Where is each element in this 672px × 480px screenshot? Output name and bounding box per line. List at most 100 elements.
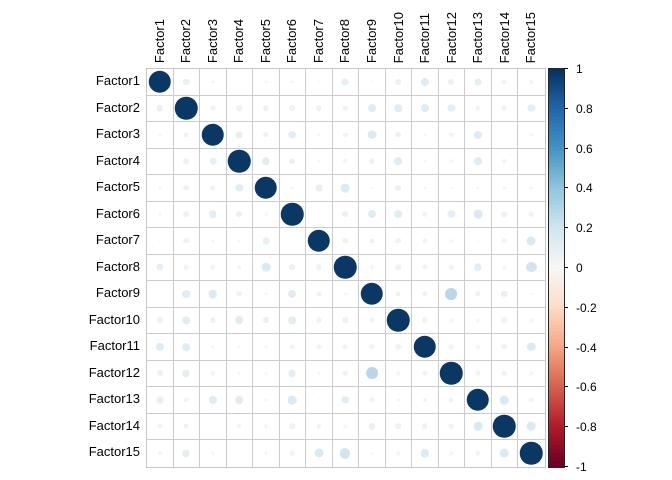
- matrix-cell-factor9-factor15: [518, 281, 545, 308]
- matrix-cell-factor3-factor12: [438, 122, 466, 149]
- correlation-dot: [422, 317, 428, 324]
- colorbar-tick-mark: [564, 147, 568, 149]
- matrix-cell-factor10-factor3: [200, 307, 227, 335]
- correlation-dot: [342, 317, 349, 324]
- matrix-cell-factor14-factor13: [465, 413, 492, 441]
- matrix-cell-factor5-factor11: [412, 175, 439, 202]
- matrix-cell-factor12-factor9: [359, 360, 386, 388]
- matrix-cell-factor4-factor10: [385, 148, 413, 176]
- matrix-cell-factor5-factor4: [226, 175, 254, 202]
- correlation-dot: [237, 371, 241, 376]
- correlation-dot: [501, 317, 508, 324]
- matrix-cell-factor9-factor13: [465, 281, 492, 308]
- matrix-cell-factor1-factor12: [438, 69, 466, 96]
- row-label-factor5: Factor5: [95, 179, 140, 195]
- matrix-cell-factor6-factor8: [332, 201, 360, 229]
- correlation-dot: [502, 186, 507, 190]
- correlation-dot: [449, 265, 454, 270]
- correlation-dot: [526, 236, 536, 246]
- correlation-dot: [343, 292, 347, 296]
- correlation-dot: [343, 106, 348, 111]
- matrix-cell-factor10-factor7: [306, 307, 333, 335]
- matrix-cell-factor8-factor8: [332, 254, 360, 282]
- matrix-cell-factor11-factor6: [279, 334, 307, 361]
- matrix-cell-factor2-factor1: [147, 95, 174, 123]
- colorbar-tick-label: -0.8: [576, 420, 597, 435]
- matrix-cell-factor3-factor15: [518, 122, 545, 149]
- correlation-dot: [288, 369, 296, 377]
- matrix-cell-factor1-factor9: [359, 69, 386, 96]
- correlation-dot: [450, 186, 453, 189]
- matrix-cell-factor5-factor3: [200, 175, 227, 202]
- correlation-dot: [500, 395, 509, 405]
- matrix-cell-factor11-factor11: [412, 334, 439, 361]
- matrix-cell-factor13-factor6: [279, 387, 307, 414]
- matrix-cell-factor5-factor2: [173, 175, 201, 202]
- correlation-dot: [395, 423, 402, 430]
- col-label-factor6: Factor6: [279, 0, 306, 63]
- matrix-cell-factor5-factor14: [491, 175, 519, 202]
- matrix-cell-factor11-factor2: [173, 334, 201, 361]
- col-label-factor8: Factor8: [332, 0, 359, 63]
- correlation-dot: [237, 265, 242, 270]
- correlation-dot: [341, 396, 350, 404]
- correlation-dot: [158, 239, 161, 242]
- matrix-cell-factor12-factor11: [412, 360, 439, 388]
- correlation-dot: [156, 263, 164, 271]
- correlation-dot: [449, 239, 454, 243]
- matrix-cell-factor5-factor5: [253, 175, 280, 202]
- matrix-cell-factor11-factor13: [465, 334, 492, 361]
- correlation-dot: [395, 78, 402, 85]
- diagonal-dot: [228, 150, 251, 173]
- col-label-text: Factor11: [417, 12, 433, 63]
- matrix-cell-factor11-factor4: [226, 334, 254, 361]
- correlation-dot: [340, 448, 351, 459]
- correlation-dot: [370, 265, 374, 269]
- correlation-dot: [341, 183, 350, 193]
- matrix-cell-factor5-factor12: [438, 175, 466, 202]
- matrix-cell-factor11-factor10: [385, 334, 413, 361]
- correlation-dot: [208, 395, 217, 404]
- matrix-cell-factor6-factor15: [518, 202, 545, 229]
- correlation-dot: [158, 133, 162, 137]
- correlation-dot: [447, 104, 455, 112]
- correlation-dot: [448, 344, 454, 350]
- correlation-dot: [395, 264, 402, 271]
- correlation-dot: [342, 211, 349, 218]
- col-label-factor10: Factor10: [385, 0, 412, 63]
- col-label-text: Factor4: [231, 18, 247, 63]
- matrix-cell-factor12-factor5: [253, 360, 280, 388]
- correlation-dot: [395, 238, 402, 244]
- correlation-dot: [261, 263, 271, 272]
- correlation-dot: [502, 238, 507, 244]
- matrix-cell-factor2-factor12: [438, 95, 466, 123]
- matrix-cell-factor14-factor1: [147, 413, 174, 441]
- correlation-dot: [211, 345, 215, 349]
- correlation-dot: [290, 186, 294, 190]
- colorbar-tick-mark: [564, 68, 568, 69]
- matrix-cell-factor12-factor14: [491, 360, 519, 388]
- matrix-cell-factor5-factor9: [359, 175, 386, 202]
- correlation-dot: [370, 186, 374, 190]
- correlation-dot: [422, 423, 428, 430]
- correlation-dot: [317, 133, 321, 137]
- correlation-dot: [342, 238, 349, 244]
- colorbar-tick-label: -0.2: [576, 300, 597, 315]
- colorbar-tick-mark: [564, 386, 568, 388]
- correlation-dot: [264, 292, 268, 296]
- matrix-cell-factor2-factor15: [518, 96, 545, 123]
- correlation-dot: [183, 238, 190, 244]
- matrix-cell-factor3-factor9: [359, 122, 386, 149]
- matrix-cell-factor1-factor13: [465, 69, 492, 96]
- matrix-cell-factor4-factor1: [147, 148, 174, 176]
- col-label-text: Factor5: [257, 18, 273, 63]
- diagonal-dot: [466, 388, 490, 412]
- matrix-cell-factor10-factor2: [173, 307, 201, 335]
- correlation-dot: [395, 344, 402, 350]
- correlation-dot: [262, 317, 269, 324]
- row-label-factor3: Factor3: [95, 126, 140, 142]
- matrix-cell-factor1-factor3: [200, 69, 227, 96]
- matrix-cell-factor3-factor7: [306, 122, 333, 149]
- matrix-cell-factor14-factor11: [412, 413, 439, 441]
- matrix-cell-factor6-factor2: [173, 201, 201, 229]
